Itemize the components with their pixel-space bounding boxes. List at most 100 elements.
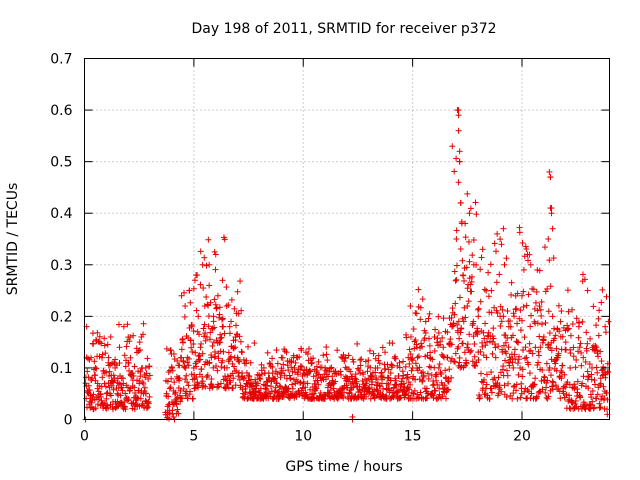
data-point [115,321,122,328]
data-point [530,286,537,293]
data-point [466,210,473,217]
data-point [485,293,492,300]
data-point [471,340,478,347]
data-point [513,381,520,388]
data-point [361,385,368,392]
data-point [547,174,554,181]
data-point [318,364,325,371]
data-point [559,362,566,369]
data-point [470,261,477,268]
data-point [415,353,422,360]
data-point [484,339,490,346]
data-point [413,341,420,348]
data-point [422,318,429,325]
data-point [216,314,223,321]
data-point [196,352,203,359]
data-point [553,345,560,352]
data-point [523,354,530,361]
data-point [127,334,134,341]
data-point [565,325,572,332]
data-point [204,333,210,340]
data-point [560,390,567,397]
data-point [298,363,305,370]
data-point [258,371,265,378]
data-point [121,403,128,410]
data-point [304,380,311,387]
data-point [410,326,417,333]
data-point [202,383,209,390]
data-point [513,305,520,312]
data-point [96,333,103,340]
data-point [512,306,519,313]
data-point [231,363,238,370]
data-point [534,266,541,273]
data-point [404,374,411,381]
data-point [453,155,460,162]
data-point [291,364,298,371]
data-point [474,306,481,313]
data-point [427,349,434,356]
data-point [142,364,149,371]
data-point [449,323,455,330]
data-point [535,352,542,359]
x-tick-label: 5 [189,429,198,445]
data-point [519,239,526,246]
data-point [489,350,496,357]
data-point [552,332,559,339]
data-point [282,385,289,392]
data-point [400,387,407,394]
data-point [410,390,417,397]
data-point [101,342,108,349]
data-point [494,309,501,316]
data-point [339,385,346,392]
x-axis-label: GPS time / hours [285,459,402,475]
data-point [511,313,518,320]
data-point [228,353,235,360]
data-point [432,326,439,333]
data-point [382,365,389,372]
data-point [584,340,591,347]
data-point [278,370,285,377]
data-point [197,248,204,255]
data-point [557,318,564,325]
data-point [209,342,216,349]
data-point [572,364,579,371]
data-point [574,378,581,385]
data-point [280,361,287,368]
data-point [169,364,175,371]
data-point [519,317,525,324]
data-point [590,405,597,412]
data-point [215,355,222,362]
data-point [394,388,401,395]
data-point [554,354,560,361]
data-point [290,352,297,359]
data-point [462,234,469,241]
data-point [442,395,449,402]
data-point [340,389,347,396]
data-point [129,370,136,377]
data-point [448,374,455,381]
data-point [564,322,571,329]
data-point [352,371,359,378]
data-point [437,338,444,345]
data-point [205,236,212,243]
data-point [342,355,349,362]
data-point [382,349,389,356]
data-point [107,333,114,340]
data-point [598,396,605,403]
data-point [233,368,240,375]
data-point [213,337,220,344]
data-point [593,347,600,354]
data-point [542,319,549,326]
data-point [183,372,190,379]
data-point [213,305,220,312]
data-point [558,375,565,382]
data-point [411,387,418,394]
data-point [474,325,481,332]
data-point [485,329,492,336]
data-point [202,337,209,344]
data-point [448,341,455,348]
x-tick-label: 15 [404,429,422,445]
data-point [110,386,117,393]
data-point [505,344,512,351]
